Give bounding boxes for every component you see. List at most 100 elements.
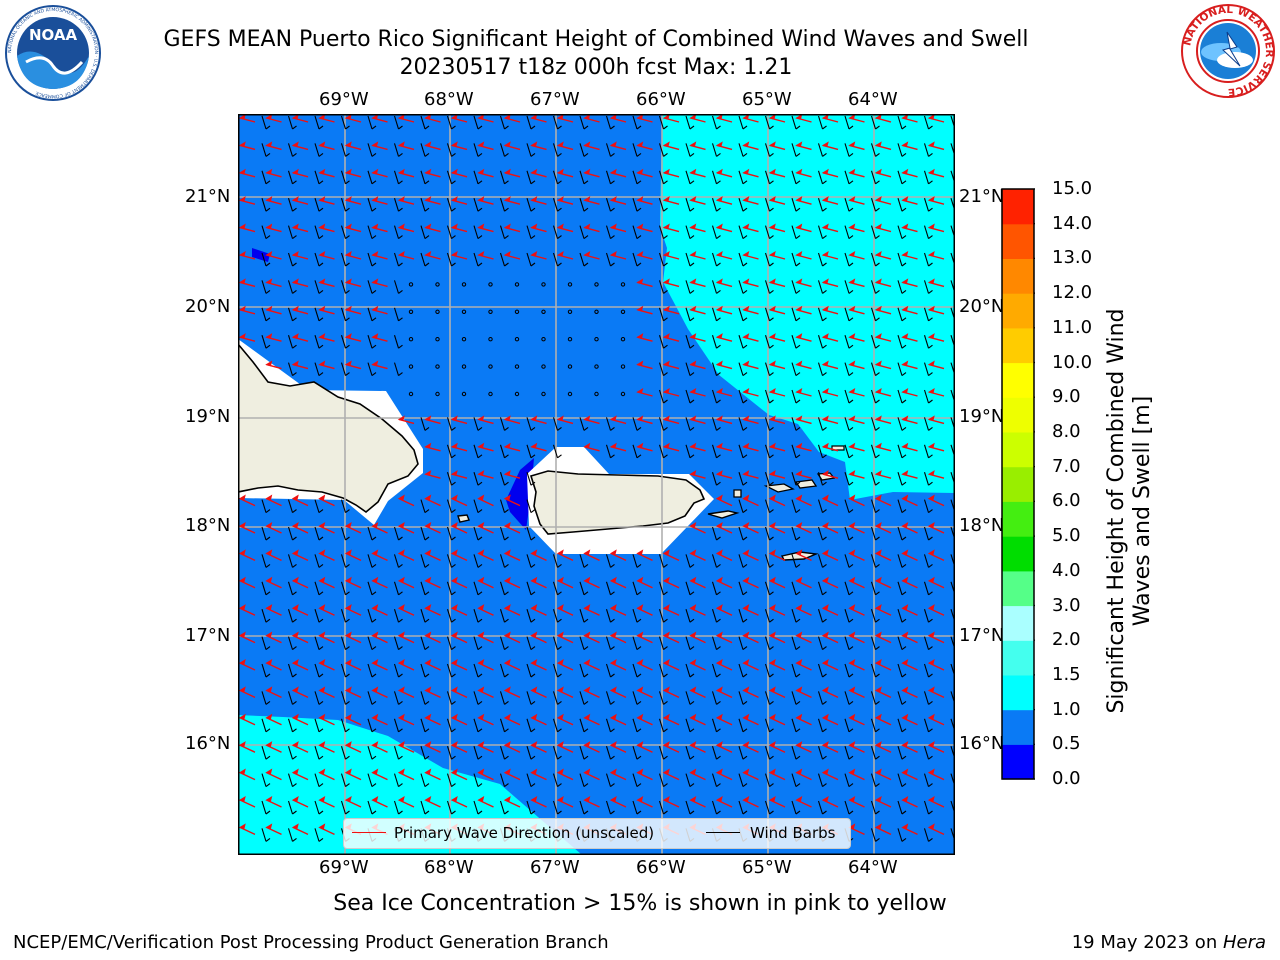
wind-barb [473, 115, 483, 130]
wave-arrow [689, 333, 706, 342]
colorbar-segment [1002, 605, 1034, 641]
wave-arrow [636, 305, 653, 315]
wave-arrow [371, 333, 388, 342]
calm-wind-circle [514, 391, 520, 397]
wave-arrow [344, 223, 362, 233]
wave-arrow [530, 741, 547, 753]
wave-arrow [424, 521, 441, 534]
wave-arrow [477, 114, 494, 123]
wave-arrow [265, 521, 282, 534]
wave-arrow [742, 223, 759, 233]
wave-arrow [344, 795, 362, 808]
wave-arrow [848, 333, 865, 342]
wind-barb [499, 554, 509, 568]
wind-barb [844, 252, 854, 267]
calm-wind-circle [435, 391, 440, 397]
wind-barb [950, 746, 954, 758]
wave-arrow [848, 305, 865, 315]
wave-arrow [265, 631, 282, 644]
wind-barb [923, 746, 933, 760]
wind-barb [738, 307, 748, 322]
wind-barb [923, 362, 933, 377]
wave-arrow [795, 114, 812, 123]
wind-barb [764, 143, 774, 157]
wind-barb [870, 170, 880, 185]
wind-barb [764, 472, 774, 486]
wave-arrow [238, 795, 256, 808]
wave-arrow [477, 713, 494, 726]
wind-barb [791, 143, 801, 157]
wind-barb [950, 225, 954, 238]
wave-arrow [450, 713, 468, 726]
wave-arrow [927, 658, 945, 671]
colorbar-tick-label: 7.0 [1052, 455, 1081, 477]
wind-barb [658, 800, 668, 815]
wave-arrow [795, 415, 812, 425]
wind-barb [393, 115, 403, 130]
wave-arrow [662, 768, 680, 781]
wind-barb [552, 198, 562, 212]
wind-barb [446, 636, 456, 651]
wind-barb [738, 280, 748, 294]
wave-arrow [927, 278, 945, 288]
wave-arrow [795, 768, 812, 781]
wave-arrow [318, 223, 335, 233]
wave-arrow [265, 686, 282, 699]
wind-barb [897, 828, 907, 842]
wind-barb [897, 362, 907, 377]
wind-barb [711, 581, 721, 596]
wave-arrow [795, 470, 812, 479]
wind-barb [738, 252, 748, 267]
wave-arrow [238, 250, 256, 260]
wind-barbs [261, 115, 954, 842]
wind-barb [738, 417, 748, 431]
wind-barb [473, 417, 483, 431]
wave-arrow [450, 631, 468, 644]
wave-arrow [583, 141, 600, 151]
wind-barb [287, 636, 297, 651]
wind-barb [685, 444, 695, 459]
wave-arrow [291, 686, 309, 699]
wind-barb [605, 554, 615, 568]
calm-wind-circle [541, 364, 546, 369]
wave-arrow [874, 196, 892, 205]
wind-barb [605, 663, 615, 678]
wind-barb [605, 609, 615, 623]
wind-barb [764, 307, 774, 322]
wind-barb [685, 307, 695, 322]
wind-barb [499, 417, 509, 431]
wave-arrow [503, 470, 521, 479]
wind-barb [950, 417, 954, 430]
wind-barb [393, 800, 403, 815]
wave-arrow [238, 196, 256, 205]
wave-arrow [689, 768, 706, 781]
wave-arrow [344, 631, 362, 644]
colorbar-segment [1002, 258, 1034, 294]
wave-arrow [742, 333, 759, 342]
wave-arrow [874, 713, 892, 726]
wind-barb [791, 554, 801, 568]
wind-barb [817, 307, 827, 322]
wind-barb [738, 609, 748, 623]
wind-barb [632, 800, 642, 815]
wind-barb [711, 115, 721, 130]
wind-barb [950, 115, 954, 128]
wind-barb [764, 280, 774, 294]
wave-arrow [291, 631, 309, 644]
wave-arrow [530, 604, 547, 616]
lat-label-left: 19°N [185, 406, 231, 427]
wave-arrow [636, 795, 653, 808]
wave-arrow [477, 686, 494, 699]
wind-barb [711, 718, 721, 733]
calm-wind-circle [408, 282, 414, 287]
wind-barb [261, 170, 271, 185]
wave-arrow [768, 494, 786, 507]
wave-arrow [848, 576, 865, 589]
wave-arrow [874, 549, 892, 562]
wave-arrow [662, 658, 680, 671]
wave-arrow [265, 576, 282, 589]
ocean-00-05-region [252, 248, 270, 262]
wave-arrow [424, 741, 441, 753]
wind-barb [870, 581, 880, 596]
wave-arrow [318, 494, 335, 507]
